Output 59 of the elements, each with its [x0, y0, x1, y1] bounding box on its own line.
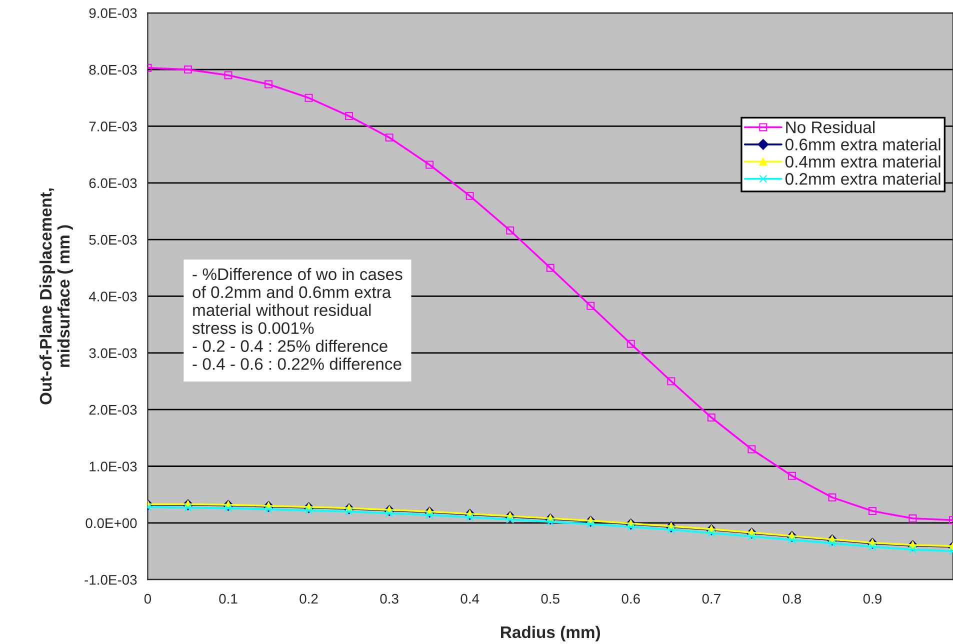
- point: [304, 94, 313, 102]
- y-tick-label: 3.0E-03: [89, 348, 137, 358]
- y-tick-label: 6.0E-03: [89, 178, 137, 188]
- point: [385, 134, 394, 142]
- point: [224, 504, 232, 512]
- x-tick-label: 0.5: [541, 594, 560, 604]
- x-tick-label: 0.9: [863, 594, 882, 604]
- point: [908, 546, 917, 554]
- x-tick-label: 0.2: [300, 594, 318, 604]
- x-axis-title: Radius (mm): [501, 626, 600, 642]
- x-tick-label: 0.6: [622, 594, 640, 604]
- y-tick-label: 8.0E-03: [89, 64, 137, 75]
- y-tick-label: 0.0E+00: [86, 518, 137, 528]
- point: [908, 514, 917, 522]
- x-tick-label: 0: [144, 594, 152, 604]
- point: [506, 516, 514, 524]
- x-tick-label: 0.1: [219, 594, 238, 604]
- point: [748, 532, 756, 541]
- point: [667, 526, 676, 534]
- point: [506, 226, 514, 234]
- point: [828, 493, 836, 502]
- point: [586, 520, 595, 528]
- legend-label: 0.6mm extra material: [785, 138, 940, 150]
- point: [345, 112, 354, 120]
- point: [184, 504, 192, 512]
- y-tick-label: 4.0E-03: [88, 292, 137, 302]
- point: [546, 264, 554, 272]
- point: [426, 160, 434, 169]
- x-tick-label: 0.3: [380, 594, 398, 604]
- y-tick-label: 7.0E-03: [89, 122, 137, 132]
- point: [868, 507, 876, 516]
- x-tick-label: 0.4: [460, 594, 480, 604]
- point: [707, 529, 716, 538]
- point: [426, 511, 434, 519]
- point: [304, 506, 313, 514]
- y-tick-label: 2.0E-03: [89, 404, 137, 415]
- legend-label: No Residual: [786, 120, 874, 134]
- point: [667, 377, 676, 386]
- y-tick-label: -1.0E-03: [84, 574, 137, 585]
- y-axis-title: Out-of-Plane Displacement, midsurface ( mm ): [39, 188, 73, 404]
- point: [586, 302, 595, 310]
- point: [466, 192, 474, 200]
- point: [184, 66, 192, 74]
- y-tick-label: 1.0E-03: [90, 462, 137, 472]
- x-tick-label: 0.8: [782, 594, 801, 604]
- y-tick-label: 9.0E-03: [89, 8, 137, 18]
- point: [788, 472, 796, 480]
- annotation: - %Difference of wo in cases of 0.2mm and 0.6mm extra material without residual stress is 0.001% - 0.2 - 0.4 : 25% difference - 0.4 - 0.6 : 0.22% difference: [192, 268, 402, 370]
- legend-label: 0.4mm extra material: [785, 155, 940, 168]
- legend-label: 0.2mm extra material: [785, 172, 940, 185]
- y-tick-label: 5.0E-03: [89, 234, 137, 245]
- point: [626, 340, 635, 348]
- point: [224, 71, 232, 80]
- point: [748, 445, 756, 454]
- point: [264, 80, 272, 88]
- x-tick-label: 0.7: [702, 594, 720, 604]
- point: [707, 414, 716, 422]
- point: [868, 542, 876, 551]
- point: [345, 508, 354, 516]
